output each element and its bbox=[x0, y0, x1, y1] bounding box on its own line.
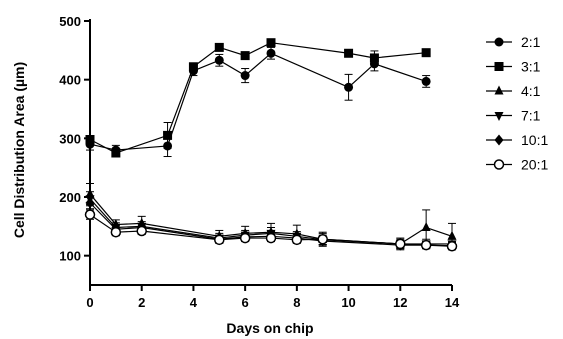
series-3-1 bbox=[85, 38, 431, 158]
y-tick-label: 100 bbox=[59, 249, 81, 264]
data-point bbox=[85, 135, 95, 145]
data-point bbox=[239, 232, 251, 244]
legend-label: 3:1 bbox=[521, 59, 541, 75]
x-tick-label: 0 bbox=[86, 295, 93, 310]
x-tick-label: 6 bbox=[242, 295, 249, 310]
x-tick-label: 10 bbox=[341, 295, 355, 310]
series-20-1 bbox=[84, 209, 458, 252]
series-line bbox=[89, 42, 427, 154]
data-point bbox=[421, 76, 431, 86]
data-point bbox=[266, 38, 276, 48]
x-tick-label: 14 bbox=[445, 295, 460, 310]
data-point bbox=[291, 234, 303, 246]
legend-marker bbox=[493, 159, 505, 170]
data-point bbox=[265, 232, 277, 244]
legend-marker bbox=[494, 62, 504, 71]
legend-marker bbox=[494, 134, 504, 146]
y-tick-label: 400 bbox=[59, 73, 81, 88]
data-point bbox=[344, 48, 354, 58]
legend-marker bbox=[494, 37, 504, 47]
x-tick-label: 12 bbox=[393, 295, 407, 310]
x-tick-label: 4 bbox=[190, 295, 198, 310]
data-point bbox=[395, 238, 406, 250]
data-point bbox=[421, 48, 431, 58]
axes: 100 200 300 400 500 0 2 4 6 8 10 12 14 bbox=[59, 14, 460, 310]
legend-item: 7:1 bbox=[486, 108, 541, 124]
data-point bbox=[447, 230, 457, 240]
data-point bbox=[188, 62, 198, 72]
data-point bbox=[266, 48, 276, 58]
legend-item: 10:1 bbox=[486, 132, 548, 148]
data-point bbox=[111, 148, 121, 158]
y-tick-label: 500 bbox=[59, 14, 81, 29]
legend-label: 10:1 bbox=[521, 132, 548, 148]
x-tick-label: 2 bbox=[138, 295, 145, 310]
data-point bbox=[163, 130, 173, 140]
series-2-1 bbox=[85, 46, 431, 158]
data-point bbox=[240, 51, 250, 61]
legend: 2:1 3:1 4:1 7:1 10:1 20:1 bbox=[486, 34, 548, 173]
legend-item: 3:1 bbox=[486, 59, 541, 75]
legend-label: 20:1 bbox=[521, 157, 548, 173]
data-point bbox=[84, 209, 96, 220]
legend-item: 2:1 bbox=[486, 34, 541, 50]
data-point bbox=[421, 222, 431, 232]
x-tick-label: 8 bbox=[293, 295, 300, 310]
y-tick-label: 200 bbox=[59, 190, 81, 205]
legend-item: 4:1 bbox=[486, 83, 541, 99]
series-line bbox=[89, 52, 427, 151]
data-point bbox=[110, 226, 122, 238]
legend-label: 2:1 bbox=[521, 34, 541, 50]
data-point bbox=[344, 82, 354, 92]
data-point bbox=[240, 71, 250, 81]
data-point bbox=[317, 233, 328, 245]
data-point bbox=[214, 55, 224, 65]
data-point bbox=[214, 234, 225, 246]
series-layer bbox=[84, 38, 458, 252]
data-point bbox=[446, 241, 458, 252]
data-point bbox=[214, 42, 224, 52]
data-point bbox=[420, 239, 432, 251]
legend-label: 7:1 bbox=[521, 108, 541, 124]
legend-marker bbox=[494, 112, 504, 121]
y-axis-title: Cell Distribution Area (µm) bbox=[11, 62, 27, 238]
legend-item: 20:1 bbox=[486, 157, 548, 173]
data-point bbox=[136, 225, 147, 237]
legend-label: 4:1 bbox=[521, 83, 541, 99]
x-axis-title: Days on chip bbox=[226, 320, 313, 336]
data-point bbox=[369, 53, 379, 63]
y-tick-label: 300 bbox=[59, 131, 81, 146]
data-point bbox=[85, 197, 95, 209]
legend-marker bbox=[494, 85, 504, 95]
